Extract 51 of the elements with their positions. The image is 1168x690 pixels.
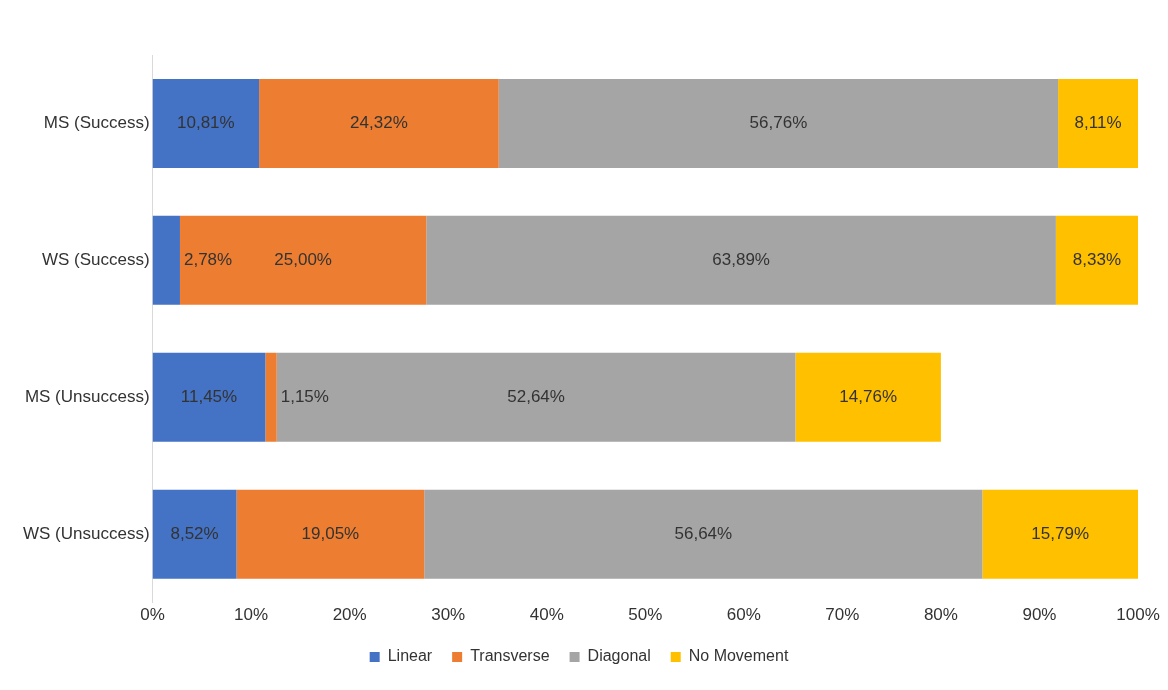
x-tick-label: 60% [726, 605, 761, 625]
x-tick-label: 70% [825, 605, 860, 625]
y-tick-label: WS (Unsuccess) [22, 523, 150, 543]
data-label: 24,32% [350, 113, 408, 133]
bar [1058, 78, 1138, 168]
x-tick-label: 30% [431, 605, 466, 625]
data-label: 63,89% [712, 250, 770, 270]
bar [424, 489, 983, 579]
x-tick-label: 80% [923, 605, 958, 625]
x-tick-label: 0% [140, 605, 165, 625]
data-label: 8,33% [1072, 250, 1122, 270]
bar [152, 352, 266, 442]
bar [982, 489, 1138, 579]
x-tick-label: 10% [234, 605, 269, 625]
y-tick-label: WS (Success) [41, 250, 150, 270]
bar [498, 78, 1059, 168]
bar [152, 489, 237, 579]
data-label: 1,15% [280, 386, 329, 406]
legend-label: No Movement [688, 647, 789, 665]
data-label: 52,64% [507, 386, 565, 406]
data-label: 25,00% [274, 250, 332, 270]
bar [152, 78, 260, 168]
bar [259, 78, 499, 168]
bar [236, 489, 425, 579]
data-label: 14,76% [839, 386, 898, 406]
data-label: 15,79% [1031, 523, 1090, 543]
y-tick-label: MS (Success) [43, 113, 150, 133]
bar [1055, 215, 1138, 305]
data-label: 56,76% [749, 113, 808, 133]
data-label: 11,45% [180, 386, 238, 406]
bar [152, 215, 180, 305]
legend-label: Diagonal [587, 647, 651, 665]
bar [276, 352, 796, 442]
legend-label: Linear [387, 647, 433, 665]
data-label: 8,52% [170, 523, 219, 543]
data-label: 19,05% [301, 523, 360, 543]
x-tick-label: 100% [1116, 605, 1160, 625]
y-tick-label: MS (Unsuccess) [24, 386, 150, 406]
bar [179, 215, 427, 305]
x-tick-label: 50% [628, 605, 663, 625]
x-tick-label: 40% [529, 605, 564, 625]
data-label: 2,78% [183, 250, 233, 270]
bar [426, 215, 1056, 305]
bar [795, 352, 941, 442]
legend-label: Transverse [470, 647, 550, 665]
x-tick-label: 90% [1022, 605, 1057, 625]
data-label: 10,81% [177, 113, 235, 133]
bar [265, 352, 277, 442]
data-label: 56,64% [674, 523, 733, 543]
x-tick-label: 20% [332, 605, 367, 625]
data-label: 8,11% [1074, 113, 1122, 133]
